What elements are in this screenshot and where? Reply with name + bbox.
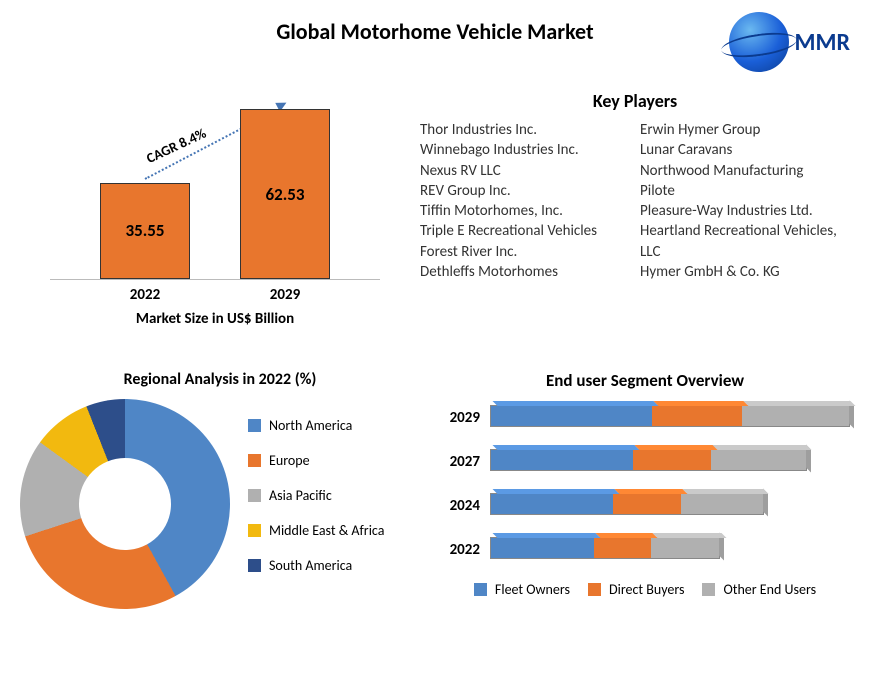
globe-icon	[729, 12, 789, 72]
bar-2022: 35.55	[100, 183, 190, 279]
market-size-bar-chart: CAGR 8.4% 35.5562.53 20222029 Market Siz…	[30, 90, 400, 350]
key-players-col-2: Erwin Hymer GroupLunar CaravansNorthwood…	[640, 120, 850, 282]
key-players-panel: Key Players Thor Industries Inc.Winnebag…	[420, 90, 850, 350]
key-player-item: Nexus RV LLC	[420, 161, 630, 181]
segment-bar-part	[681, 494, 762, 514]
segment-bar	[490, 405, 850, 427]
segment-legend-label: Fleet Owners	[495, 581, 570, 598]
legend-swatch-icon	[474, 583, 487, 596]
end-user-segment-chart: End user Segment Overview 2029 2027 2024 20…	[440, 370, 850, 670]
segment-bar	[490, 449, 807, 471]
key-player-item: Triple E Recreational Vehicles	[420, 221, 630, 241]
donut-title: Regional Analysis in 2022 (%)	[20, 370, 420, 389]
donut-legend-label: Asia Pacific	[269, 487, 332, 504]
key-player-item: Forest River Inc.	[420, 242, 630, 262]
segment-year-label: 2022	[440, 541, 490, 559]
key-player-item: Lunar Caravans	[640, 140, 850, 160]
key-player-item: Erwin Hymer Group	[640, 120, 850, 140]
key-player-item: Hymer GmbH & Co. KG	[640, 262, 850, 282]
key-player-item: Tiffin Motorhomes, Inc.	[420, 201, 630, 221]
legend-swatch-icon	[248, 419, 261, 432]
segment-bar-part	[491, 450, 633, 470]
key-players-col-1: Thor Industries Inc.Winnebago Industries…	[420, 120, 630, 282]
segment-legend-label: Direct Buyers	[609, 581, 684, 598]
key-player-item: Pleasure-Way Industries Ltd.	[640, 201, 850, 221]
bar-category-label: 2029	[240, 286, 330, 304]
legend-swatch-icon	[248, 559, 261, 572]
segment-row: 2022	[440, 537, 850, 563]
donut-legend-item: North America	[248, 417, 420, 434]
key-player-item: Pilote	[640, 181, 850, 201]
key-players-title: Key Players	[420, 90, 850, 112]
donut-legend-item: South America	[248, 557, 420, 574]
key-player-item: REV Group Inc.	[420, 181, 630, 201]
segment-bar-part	[711, 450, 805, 470]
segment-row: 2029	[440, 405, 850, 431]
segment-row: 2027	[440, 449, 850, 475]
key-player-item: Dethleffs Motorhomes	[420, 262, 630, 282]
donut-legend-item: Asia Pacific	[248, 487, 420, 504]
legend-swatch-icon	[702, 583, 715, 596]
segment-bar-part	[491, 494, 613, 514]
segment-legend-item: Other End Users	[702, 581, 816, 598]
donut-legend-label: South America	[269, 557, 352, 574]
donut-legend-item: Middle East & Africa	[248, 522, 420, 539]
donut-legend: North America Europe Asia Pacific Middle Ea…	[248, 417, 420, 592]
segment-bar-part	[613, 494, 681, 514]
brand-logo-text: MMR	[795, 28, 850, 57]
key-player-item: Heartland Recreational Vehicles, LLC	[640, 221, 850, 262]
donut-legend-label: North America	[269, 417, 352, 434]
brand-logo: MMR	[729, 12, 850, 72]
segment-year-label: 2029	[440, 409, 490, 427]
segment-legend-label: Other End Users	[723, 581, 816, 598]
segment-legend-item: Fleet Owners	[474, 581, 570, 598]
segment-bar-part	[633, 450, 712, 470]
bar-2029: 62.53	[240, 109, 330, 279]
segment-row: 2024	[440, 493, 850, 519]
segment-bar-part	[652, 406, 742, 426]
segment-year-label: 2024	[440, 497, 490, 515]
segment-legend: Fleet Owners Direct Buyers Other End Users	[440, 581, 850, 598]
legend-swatch-icon	[588, 583, 601, 596]
key-player-item: Thor Industries Inc.	[420, 120, 630, 140]
donut-ring	[20, 399, 230, 609]
donut-legend-label: Europe	[269, 452, 310, 469]
legend-swatch-icon	[248, 524, 261, 537]
segment-bar	[490, 493, 764, 515]
segment-bar	[490, 537, 720, 559]
segment-legend-item: Direct Buyers	[588, 581, 684, 598]
regional-analysis-chart: Regional Analysis in 2022 (%) North Amer…	[20, 370, 420, 670]
legend-swatch-icon	[248, 454, 261, 467]
segment-bar-part	[742, 406, 849, 426]
segment-bar-part	[594, 538, 651, 558]
key-player-item: Winnebago Industries Inc.	[420, 140, 630, 160]
segment-bar-part	[491, 406, 652, 426]
segment-year-label: 2027	[440, 453, 490, 471]
donut-legend-item: Europe	[248, 452, 420, 469]
donut-legend-label: Middle East & Africa	[269, 522, 384, 539]
bar-category-label: 2022	[100, 286, 190, 304]
key-player-item: Northwood Manufacturing	[640, 161, 850, 181]
donut-hole	[79, 458, 171, 550]
segment-bar-part	[491, 538, 594, 558]
segment-chart-title: End user Segment Overview	[440, 370, 850, 391]
segment-bar-part	[651, 538, 720, 558]
bar-chart-axis-title: Market Size in US$ Billion	[30, 310, 400, 328]
legend-swatch-icon	[248, 489, 261, 502]
